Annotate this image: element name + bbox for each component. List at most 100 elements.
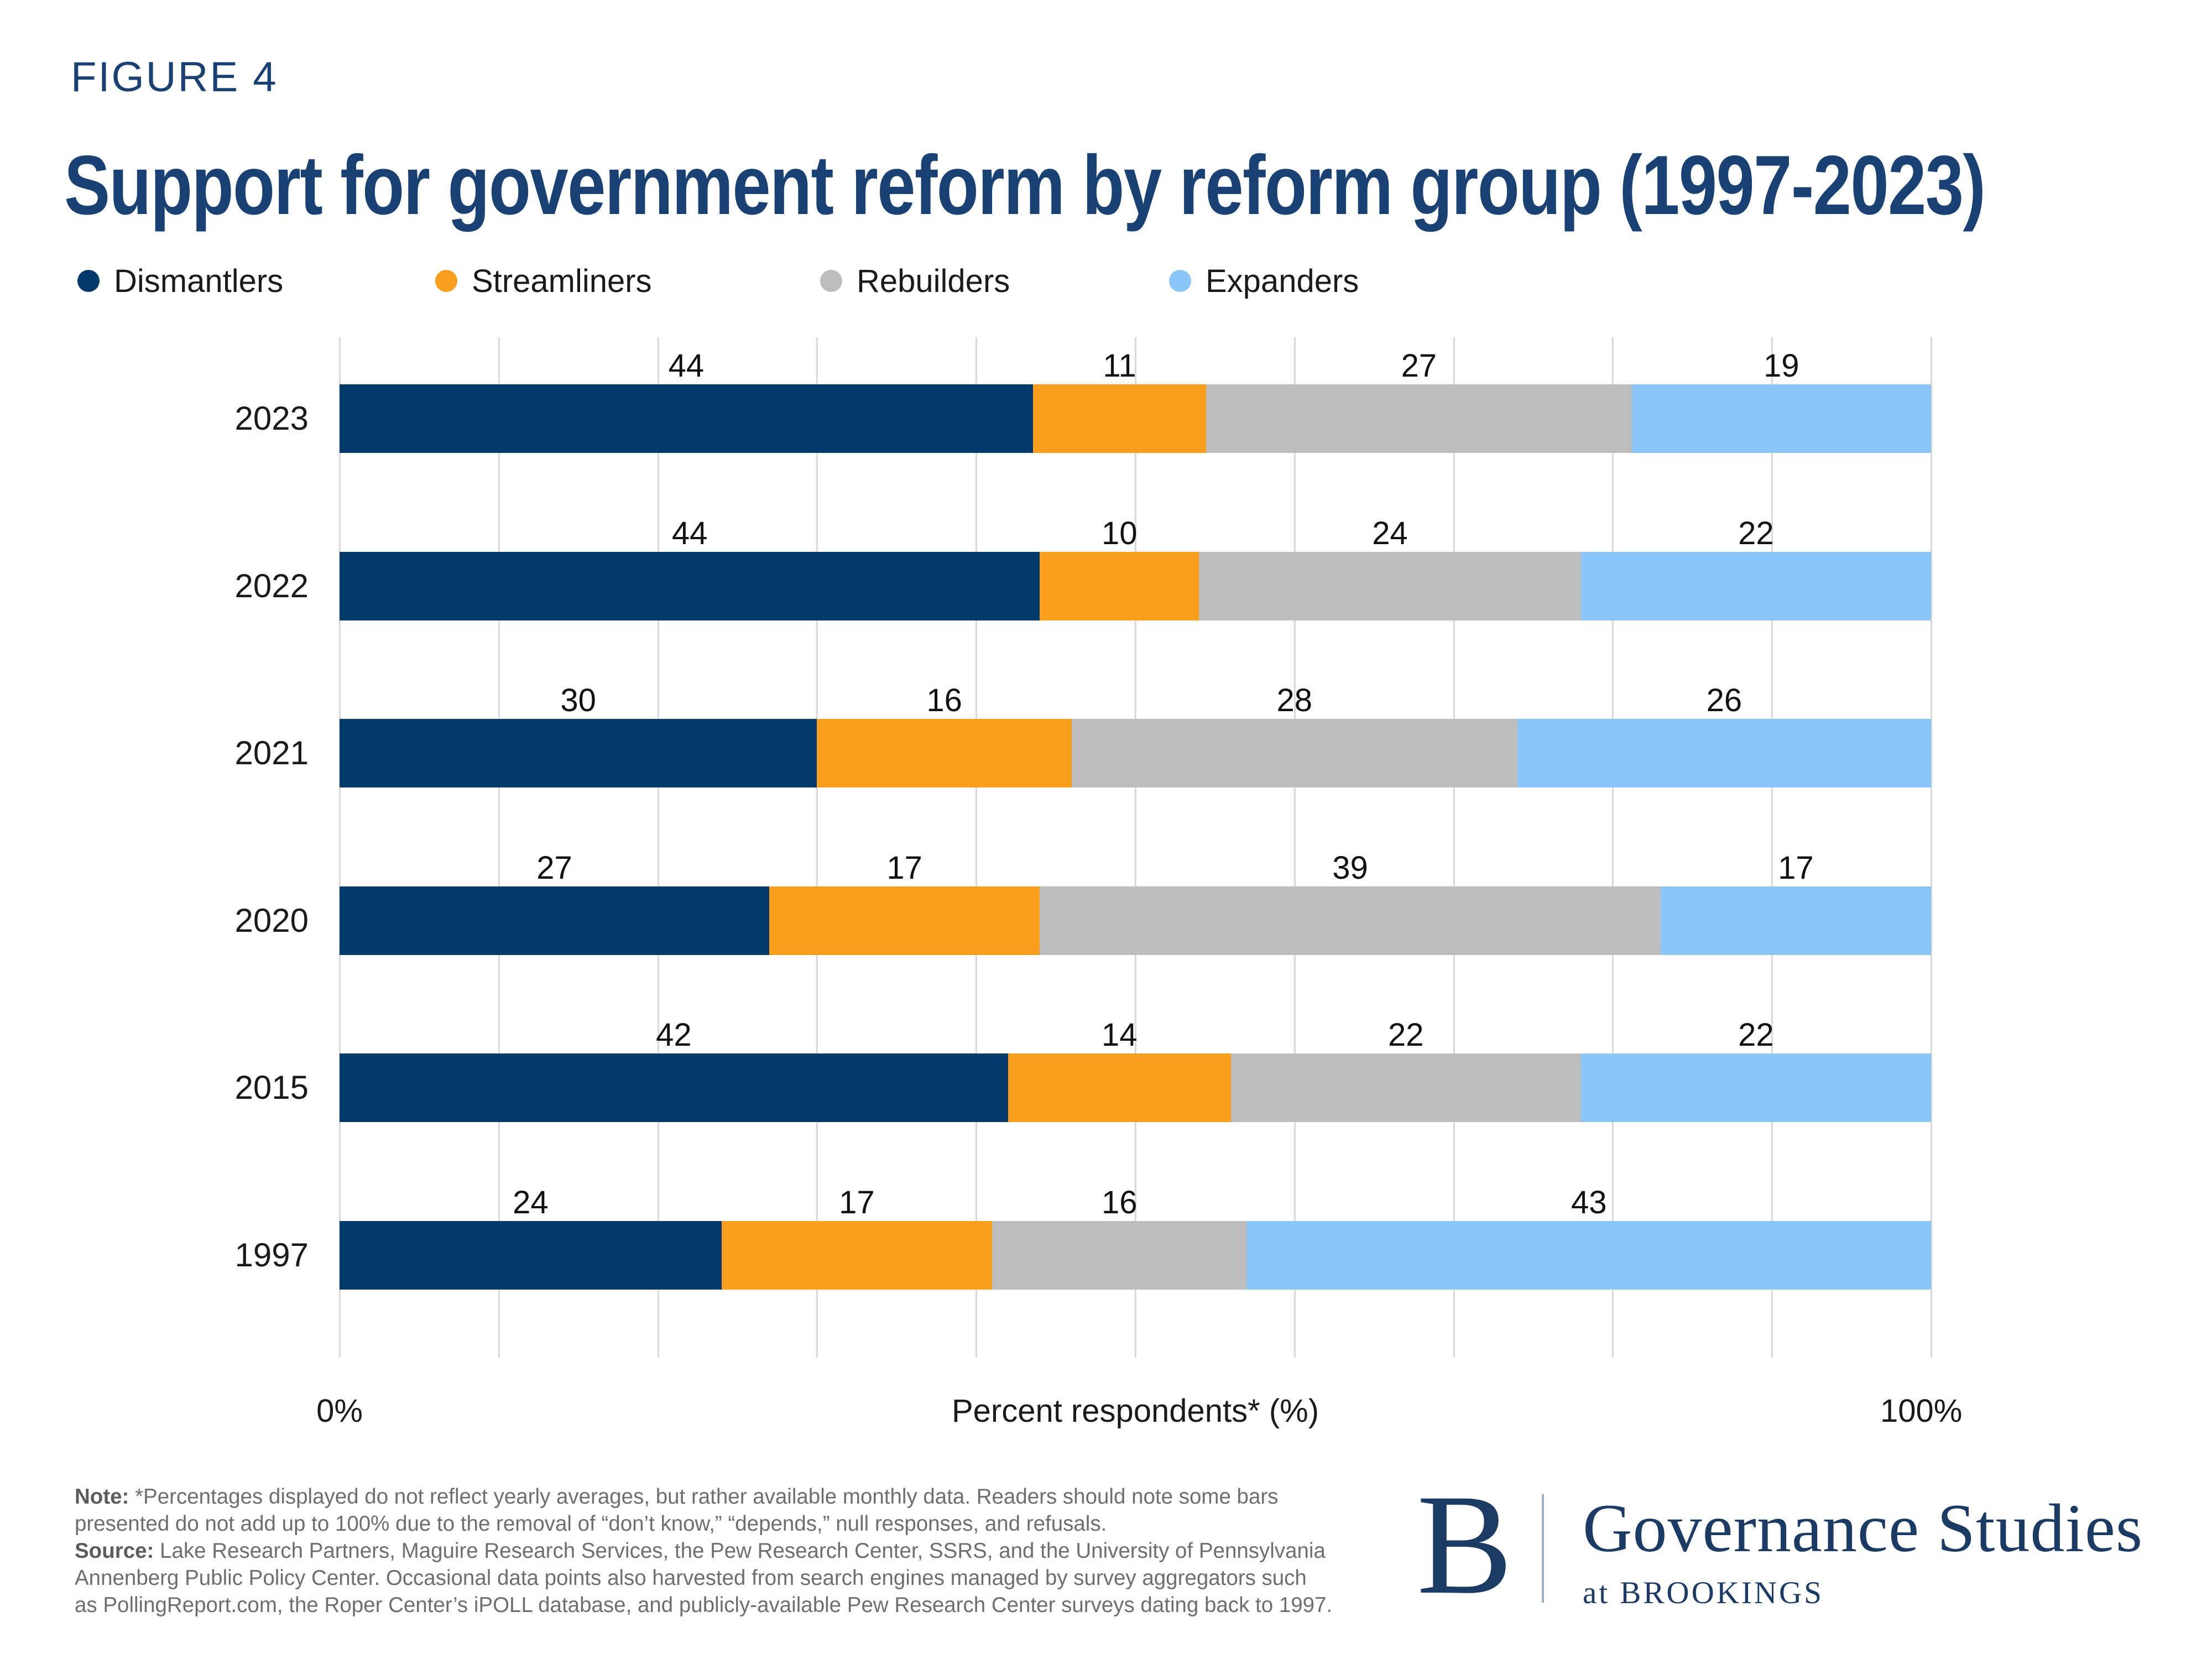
bar-segment-expanders-2015	[1580, 1053, 1931, 1122]
bar-value-label: 10	[1101, 515, 1138, 551]
source-text: Lake Research Partners, Maguire Research…	[75, 1539, 1333, 1617]
bar-segment-streamliners-2015	[1008, 1053, 1231, 1122]
bar-value-label: 11	[1103, 348, 1136, 384]
grid-line	[1771, 337, 1773, 1358]
bar-segment-expanders-1997	[1246, 1220, 1931, 1290]
bar-segment-rebuilders-2023	[1206, 384, 1632, 453]
legend-dot-icon	[77, 270, 100, 292]
bar-track	[340, 1220, 1931, 1290]
x-axis-title: Percent respondents* (%)	[951, 1393, 1319, 1429]
year-label: 2022	[234, 567, 309, 604]
bar-value-label: 27	[1401, 348, 1437, 384]
bar-track	[340, 886, 1931, 955]
bar-value-labels: 44 11 27 19	[340, 347, 1931, 386]
grid-line	[1931, 337, 1932, 1358]
bar-track	[340, 551, 1931, 620]
bar-segment-dismantlers-2022	[340, 551, 1040, 620]
grid-line	[498, 337, 500, 1358]
year-label: 1997	[234, 1236, 309, 1274]
bar-track	[340, 719, 1931, 787]
bar-segment-rebuilders-2022	[1199, 551, 1581, 620]
legend-item-dismantlers: Dismantlers	[77, 259, 283, 303]
bar-segment-dismantlers-2021	[340, 719, 817, 787]
bar-value-label: 43	[1571, 1184, 1607, 1220]
logo-subtitle: at BROOKINGS	[1583, 1575, 1824, 1610]
bar-track	[340, 1053, 1931, 1122]
bar-value-label: 39	[1332, 849, 1368, 886]
legend-dot-icon	[1169, 270, 1191, 292]
logo-divider	[1542, 1494, 1544, 1603]
bar-value-label: 17	[839, 1184, 875, 1220]
bar-value-label: 19	[1764, 348, 1799, 384]
bar-segment-streamliners-2022	[1040, 551, 1199, 620]
bar-value-label: 17	[1778, 849, 1814, 886]
bar-value-label: 26	[1706, 682, 1743, 718]
bar-value-labels: 24 17 16 43	[340, 1184, 1931, 1223]
grid-line	[1453, 337, 1455, 1358]
bar-segment-rebuilders-2021	[1071, 719, 1517, 787]
footnotes: Note: *Percentages displayed do not refl…	[75, 1483, 1402, 1619]
bar-value-label: 30	[560, 682, 596, 718]
bar-value-label: 27	[536, 849, 572, 886]
brookings-logo: B Governance Studies at BROOKINGS	[1417, 1473, 2202, 1618]
bar-row-2015: 2015 42 14 22 22	[235, 1006, 1931, 1174]
plot-area: 2023 44 11 27 19 2022 44 10 24 22 2021 30 16 28 26 2020…	[235, 337, 1932, 1358]
x-axis: 0% Percent respondents* (%) 100%	[316, 1392, 1962, 1437]
bar-value-label: 42	[656, 1017, 692, 1053]
bar-value-label: 44	[671, 515, 708, 551]
bar-value-label: 22	[1738, 1017, 1774, 1053]
bar-value-labels: 44 10 24 22	[340, 515, 1931, 554]
bar-row-2020: 2020 27 17 39 17	[235, 839, 1931, 1007]
bar-value-label: 44	[668, 348, 705, 384]
figure-label: FIGURE 4	[71, 54, 278, 101]
legend-label: Streamliners	[472, 263, 652, 299]
legend-dot-icon	[820, 270, 842, 292]
bar-value-label: 16	[1101, 1184, 1138, 1220]
year-label: 2023	[234, 400, 309, 437]
bar-value-label: 22	[1387, 1017, 1424, 1053]
logo-name: Governance Studies	[1583, 1490, 2143, 1566]
bar-segment-streamliners-2020	[769, 886, 1040, 955]
bar-segment-rebuilders-1997	[992, 1220, 1247, 1290]
source-prefix: Source:	[75, 1539, 154, 1563]
bar-segment-streamliners-2021	[817, 719, 1072, 787]
bar-segment-dismantlers-2023	[340, 384, 1033, 453]
chart-legend: Dismantlers Streamliners Rebuilders Expande…	[0, 259, 2212, 303]
bar-segment-streamliners-1997	[721, 1220, 992, 1290]
grid-line	[339, 337, 341, 1358]
legend-dot-icon	[435, 270, 457, 292]
legend-label: Expanders	[1206, 263, 1359, 299]
bar-value-label: 17	[886, 849, 922, 886]
x-axis-tick-min: 0%	[316, 1393, 363, 1429]
bar-value-label: 24	[513, 1184, 549, 1220]
bar-value-label: 16	[926, 682, 962, 718]
legend-item-streamliners: Streamliners	[435, 259, 652, 303]
bar-segment-dismantlers-2020	[340, 886, 770, 955]
grid-line	[1293, 337, 1296, 1358]
year-label: 2015	[234, 1069, 309, 1106]
grid-line	[1612, 337, 1614, 1358]
grid-line	[657, 337, 659, 1358]
bar-value-label: 22	[1738, 515, 1774, 551]
note-line: Note: *Percentages displayed do not refl…	[75, 1483, 1402, 1537]
note-text: *Percentages displayed do not reflect ye…	[75, 1485, 1279, 1536]
bar-segment-rebuilders-2020	[1040, 886, 1661, 955]
bar-value-labels: 42 14 22 22	[340, 1016, 1931, 1055]
bar-row-2021: 2021 30 16 28 26	[235, 672, 1931, 839]
bar-segment-dismantlers-2015	[340, 1053, 1008, 1122]
bar-value-labels: 30 16 28 26	[340, 682, 1931, 721]
year-label: 2020	[234, 901, 309, 939]
bar-value-label: 28	[1276, 682, 1313, 718]
bar-value-label: 24	[1372, 515, 1408, 551]
bar-segment-streamliners-2023	[1032, 384, 1207, 453]
bar-row-2023: 2023 44 11 27 19	[235, 337, 1931, 505]
grid-line	[816, 337, 818, 1358]
legend-item-rebuilders: Rebuilders	[820, 259, 1010, 303]
source-line: Source: Lake Research Partners, Maguire …	[75, 1537, 1402, 1619]
bar-value-label: 14	[1101, 1017, 1138, 1053]
bar-row-2022: 2022 44 10 24 22	[235, 505, 1931, 672]
bar-segment-rebuilders-2015	[1230, 1053, 1581, 1122]
bar-segment-expanders-2021	[1517, 719, 1931, 787]
brookings-b-logo-icon: B	[1417, 1465, 1513, 1624]
